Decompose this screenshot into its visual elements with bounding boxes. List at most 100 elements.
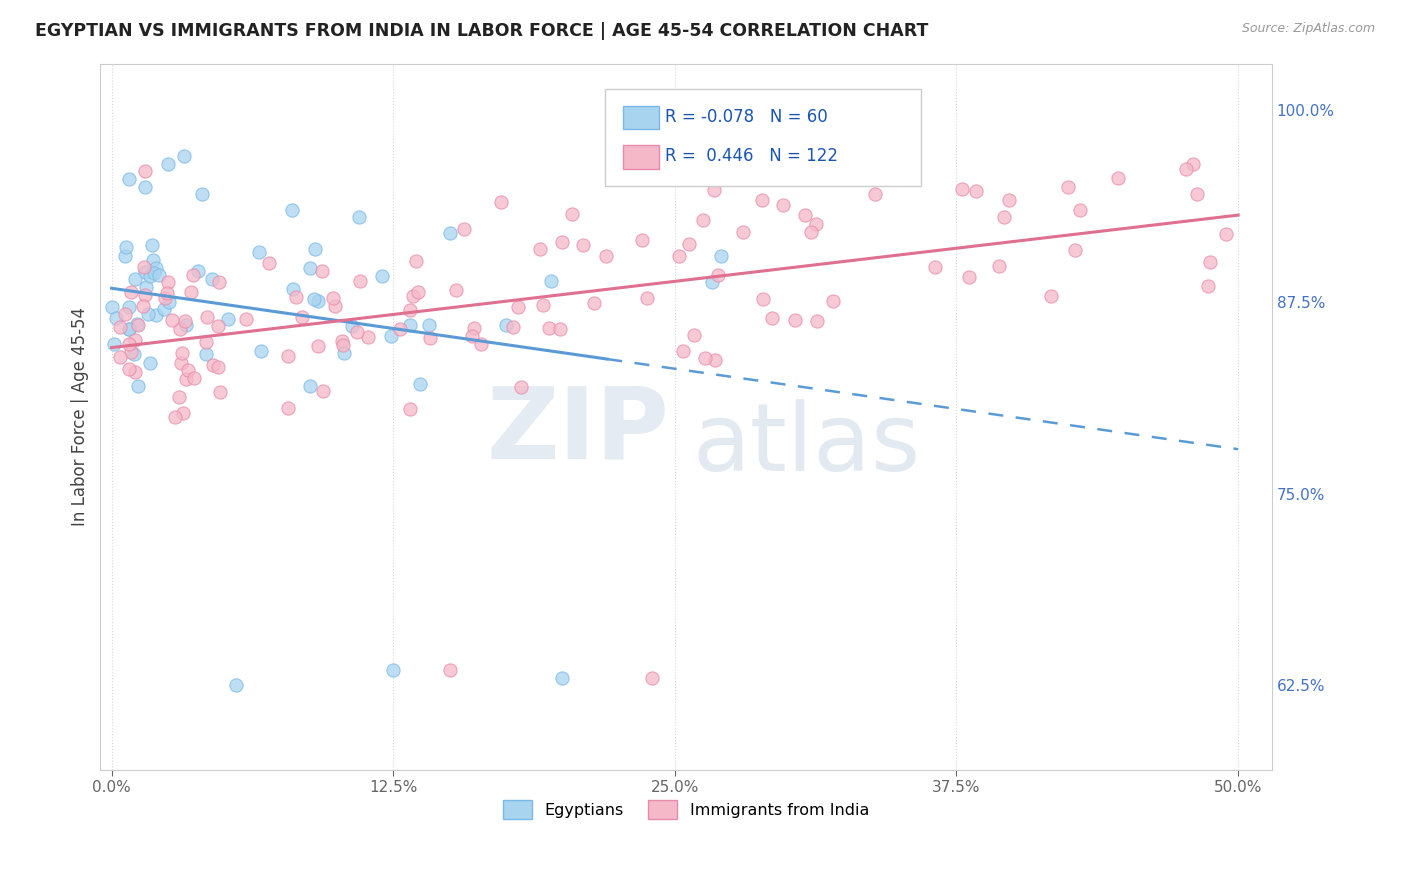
Point bbox=[636, 291, 658, 305]
Point bbox=[127, 318, 149, 332]
Point bbox=[114, 249, 136, 263]
Point bbox=[672, 344, 695, 359]
Point bbox=[208, 275, 231, 289]
Point bbox=[731, 225, 754, 239]
Point bbox=[127, 317, 149, 331]
Point bbox=[463, 321, 485, 335]
Point bbox=[349, 274, 371, 288]
Point bbox=[453, 221, 475, 235]
Point bbox=[1107, 171, 1129, 186]
Point bbox=[225, 678, 247, 692]
Point bbox=[704, 353, 727, 368]
Point bbox=[863, 187, 886, 202]
Point bbox=[772, 197, 794, 211]
Point bbox=[1185, 187, 1208, 202]
Point bbox=[641, 671, 664, 685]
Text: Source: ZipAtlas.com: Source: ZipAtlas.com bbox=[1241, 22, 1375, 36]
Point bbox=[101, 300, 124, 314]
Point bbox=[678, 236, 700, 251]
Point bbox=[595, 249, 617, 263]
Point bbox=[957, 269, 980, 284]
Point bbox=[132, 299, 155, 313]
Point bbox=[1182, 157, 1205, 171]
Point bbox=[118, 321, 141, 335]
Point bbox=[551, 671, 574, 685]
Point bbox=[987, 259, 1010, 273]
Point bbox=[380, 328, 402, 343]
Point bbox=[446, 283, 468, 297]
Point bbox=[406, 285, 429, 299]
Point bbox=[169, 390, 191, 404]
Point bbox=[668, 249, 690, 263]
Point bbox=[332, 338, 354, 352]
Point bbox=[491, 194, 513, 209]
Point bbox=[118, 172, 141, 186]
Point bbox=[117, 300, 139, 314]
Point bbox=[693, 351, 716, 366]
Point bbox=[277, 401, 299, 415]
Point bbox=[281, 202, 304, 217]
Point bbox=[186, 264, 208, 278]
Point bbox=[124, 333, 146, 347]
Point bbox=[170, 346, 193, 360]
Point bbox=[180, 285, 202, 299]
Point bbox=[183, 371, 205, 385]
Point bbox=[752, 292, 775, 306]
Point bbox=[398, 302, 420, 317]
Point bbox=[135, 279, 157, 293]
Point bbox=[924, 260, 946, 274]
Point bbox=[323, 299, 346, 313]
Point bbox=[785, 312, 807, 326]
Point bbox=[174, 318, 197, 332]
Point bbox=[1064, 243, 1087, 257]
Point bbox=[172, 406, 194, 420]
Point bbox=[173, 149, 195, 163]
Point bbox=[312, 384, 335, 399]
Point bbox=[156, 157, 179, 171]
Point bbox=[114, 307, 136, 321]
Point bbox=[761, 311, 783, 326]
Point bbox=[537, 321, 560, 335]
Point bbox=[122, 347, 145, 361]
Point bbox=[170, 356, 193, 370]
Point bbox=[174, 314, 197, 328]
Point bbox=[307, 339, 329, 353]
Point bbox=[307, 293, 329, 308]
Point bbox=[139, 268, 162, 283]
Point bbox=[155, 291, 177, 305]
Point bbox=[200, 271, 222, 285]
Point bbox=[821, 294, 844, 309]
Point bbox=[311, 264, 333, 278]
Point bbox=[682, 328, 704, 343]
Point bbox=[1215, 227, 1237, 242]
Point bbox=[804, 217, 827, 231]
Point bbox=[165, 409, 187, 424]
Point bbox=[582, 295, 605, 310]
Point bbox=[1069, 202, 1091, 217]
Point bbox=[134, 164, 156, 178]
Point bbox=[709, 249, 731, 263]
Point bbox=[181, 268, 204, 282]
Point bbox=[114, 240, 136, 254]
Point bbox=[965, 184, 987, 198]
Point bbox=[993, 211, 1015, 225]
Point bbox=[302, 292, 325, 306]
Point bbox=[470, 337, 492, 351]
Point bbox=[134, 288, 156, 302]
Point bbox=[800, 225, 823, 239]
Point bbox=[141, 237, 163, 252]
Point bbox=[281, 282, 304, 296]
Point bbox=[700, 275, 723, 289]
Point bbox=[388, 321, 411, 335]
Point bbox=[439, 226, 461, 240]
Point bbox=[145, 309, 167, 323]
Point bbox=[668, 150, 690, 164]
Point bbox=[153, 302, 176, 317]
Point bbox=[357, 330, 380, 344]
Point bbox=[235, 312, 257, 326]
Point bbox=[382, 663, 405, 677]
Point bbox=[127, 379, 149, 393]
Point bbox=[174, 371, 197, 385]
Point bbox=[340, 318, 363, 333]
Point bbox=[439, 663, 461, 677]
